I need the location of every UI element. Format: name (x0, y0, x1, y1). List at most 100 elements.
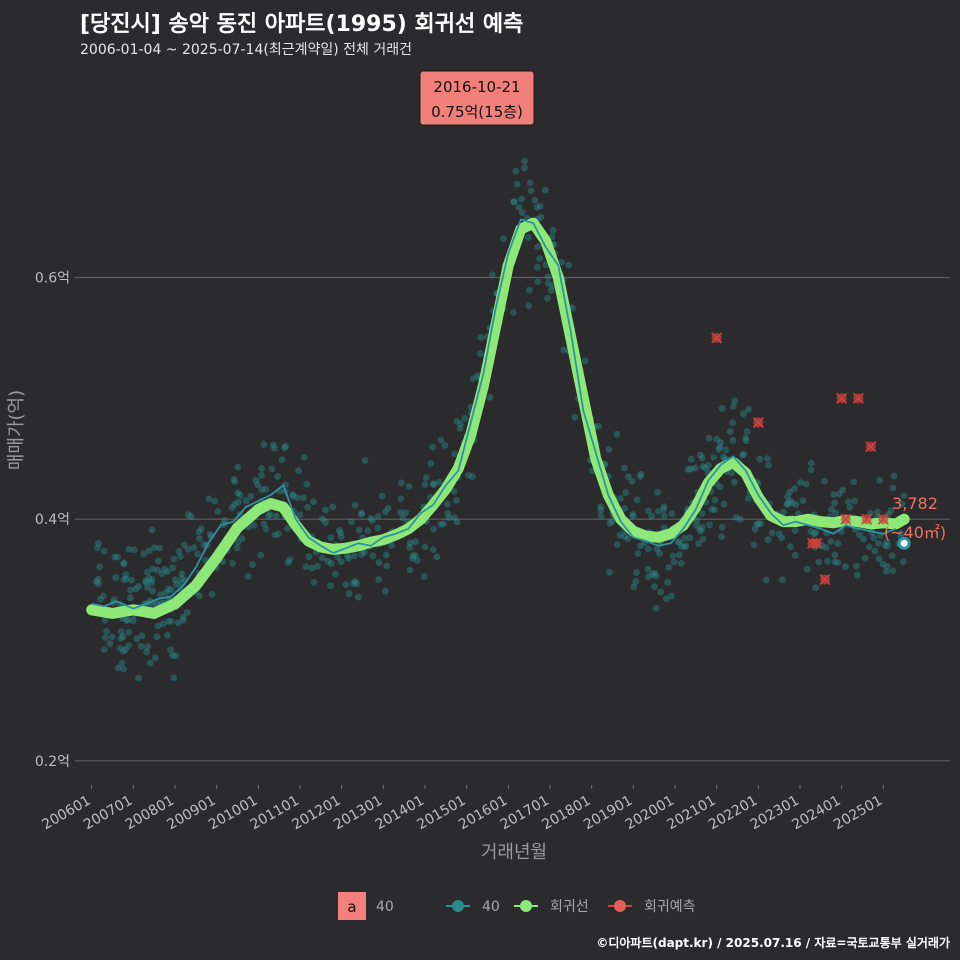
scatter-point (632, 577, 640, 585)
scatter-point (378, 492, 386, 500)
scatter-point (334, 553, 342, 561)
scatter-point (549, 226, 557, 234)
scatter-point (831, 551, 839, 559)
scatter-point (254, 481, 262, 489)
scatter-point (637, 542, 644, 550)
scatter-point (221, 516, 229, 524)
scatter-point (834, 540, 842, 547)
scatter-point (108, 633, 116, 641)
scatter-point (293, 494, 301, 502)
scatter-point (558, 258, 565, 266)
scatter-point (652, 604, 660, 612)
scatter-point (624, 535, 632, 543)
scatter-point (164, 568, 171, 575)
scatter-point (547, 286, 555, 294)
scatter-point (718, 533, 725, 541)
scatter-point (699, 535, 707, 543)
scatter-point (93, 544, 101, 552)
scatter-point (412, 538, 419, 546)
scatter-point (445, 514, 453, 522)
scatter-point (526, 286, 533, 294)
scatter-point (697, 527, 705, 535)
scatter-point (616, 531, 624, 539)
scatter-point (830, 491, 838, 499)
scatter-point (143, 568, 151, 576)
scatter-point (451, 450, 458, 458)
scatter-point (358, 551, 366, 558)
scatter-point (230, 475, 238, 483)
scatter-point (521, 164, 528, 172)
scatter-point (465, 471, 472, 479)
legend: a 40 40 회귀선 회귀예측 (338, 892, 696, 920)
scatter-point (381, 508, 389, 516)
regression-line (86, 217, 910, 619)
scatter-point (812, 584, 820, 592)
scatter-point (106, 640, 114, 648)
scatter-point (165, 585, 172, 593)
scatter-point (657, 588, 665, 596)
scatter-point (544, 294, 551, 302)
scatter-point (451, 514, 458, 522)
scatter-point (779, 576, 786, 584)
scatter-point (633, 569, 640, 576)
scatter-point (179, 616, 187, 624)
scatter-point (617, 495, 625, 502)
scatter-point (397, 479, 405, 487)
scatter-point (884, 542, 891, 550)
scatter-point (169, 652, 176, 660)
scatter-point (784, 499, 791, 507)
scatter-point (711, 496, 719, 504)
scatter-point (784, 493, 791, 501)
scatter-point (861, 554, 869, 562)
scatter-point (835, 490, 843, 498)
scatter-point (756, 455, 764, 463)
legend-label-regression: 회귀선 (550, 899, 589, 915)
scatter-point (739, 451, 746, 459)
scatter-point (122, 571, 130, 578)
end-label: 3,782 (~40㎡) (884, 494, 946, 550)
scatter-point (111, 553, 119, 561)
scatter-point (94, 575, 102, 583)
scatter-point (644, 507, 652, 515)
scatter-point (103, 627, 111, 635)
scatter-point (228, 504, 236, 512)
prediction-cross (877, 513, 889, 525)
scatter-point (324, 557, 332, 565)
scatter-point (260, 520, 268, 528)
scatter-point (345, 590, 353, 598)
scatter-point (839, 486, 847, 494)
prediction-cross (865, 441, 877, 453)
scatter-point (235, 498, 242, 506)
scatter-point (148, 526, 156, 534)
scatter-point (238, 535, 246, 542)
scatter-point (853, 571, 861, 579)
scatter-point (156, 544, 163, 552)
scatter-point (729, 436, 737, 444)
scatter-point (792, 501, 800, 509)
scatter-point (815, 558, 823, 566)
scatter-point (406, 543, 413, 551)
scatter-point (146, 659, 154, 667)
legend-label-40: 40 (482, 899, 500, 915)
peak-annotation: 2016-10-21 0.75억(15층) (419, 70, 535, 126)
scatter-point (855, 531, 863, 539)
prediction-cross (861, 513, 873, 525)
scatter-point (764, 455, 771, 462)
scatter-point (351, 577, 359, 585)
scatter-point (164, 631, 171, 639)
scatter-point (569, 304, 576, 312)
scatter-point (541, 186, 549, 194)
scatter-point (133, 635, 141, 643)
scatter-point (665, 564, 673, 571)
scatter-point (797, 479, 804, 486)
scatter-point (405, 483, 413, 490)
scatter-point (681, 534, 688, 542)
scatter-point (620, 464, 628, 472)
scatter-point (300, 494, 307, 502)
scatter-point (674, 538, 682, 546)
scatter-point (144, 584, 151, 592)
scatter-point (429, 480, 437, 488)
scatter-point (119, 633, 127, 640)
legend-key-box (338, 892, 366, 920)
scatter-point (310, 579, 318, 586)
